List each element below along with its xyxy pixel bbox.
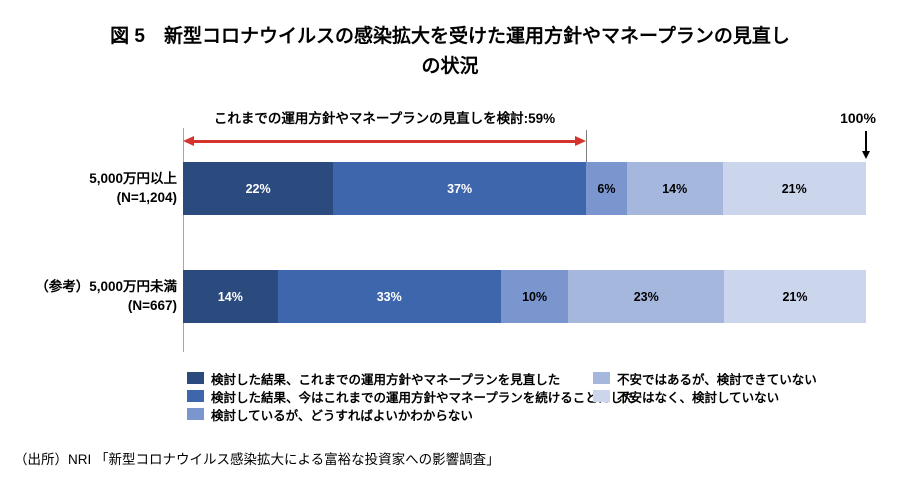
bar-segment: 21% (723, 270, 866, 323)
legend-swatch (593, 372, 610, 384)
arrow-shaft (191, 140, 578, 143)
annotation-label: これまでの運用方針やマネープランの見直しを検討:59% (213, 111, 556, 126)
bar-segment: 10% (500, 270, 569, 323)
legend-label: 不安ではあるが、検討できていない (617, 372, 817, 387)
y-axis-line (183, 128, 184, 352)
figure-title: 図 5 新型コロナウイルスの感染拡大を受けた運用方針やマネープランの見直し の状… (0, 22, 900, 82)
annotation-end-tick (585, 130, 587, 162)
annotation-span-arrow (183, 136, 586, 147)
legend-item: 検討しているが、どうすればよいかわからない (187, 405, 635, 423)
legend-label: 検討しているが、どうすればよいかわからない (211, 408, 473, 423)
bar-row-over-50m: 22% 37% 6% 14% 21% (183, 162, 866, 215)
legend-item: 検討した結果、これまでの運用方針やマネープランを見直した (187, 369, 635, 387)
figure-title-line2: の状況 (421, 56, 479, 77)
axis-100-arrow-icon (861, 131, 871, 160)
legend-label: 検討した結果、今はこれまでの運用方針やマネープランを続けることにした (211, 390, 636, 405)
bar-row-under-50m: 14% 33% 10% 23% 21% (183, 270, 866, 323)
bar-segment: 6% (585, 162, 627, 215)
legend-swatch (187, 372, 204, 384)
legend-item: 不安はなく、検討していない (593, 387, 817, 405)
source-note: （出所）NRI 「新型コロナウイルス感染拡大による富裕な投資家への影響調査」 (14, 452, 500, 467)
legend-label: 不安はなく、検討していない (617, 390, 780, 405)
bar-segment: 37% (333, 162, 586, 215)
legend-swatch (187, 390, 204, 402)
legend-swatch (187, 408, 204, 420)
legend-item: 検討した結果、今はこれまでの運用方針やマネープランを続けることにした (187, 387, 635, 405)
bar-segment: 14% (183, 270, 278, 323)
legend-label: 検討した結果、これまでの運用方針やマネープランを見直した (211, 372, 561, 387)
legend-swatch (593, 390, 610, 402)
axis-100-label: 100% (840, 110, 876, 126)
bar-segment: 33% (277, 270, 501, 323)
category-label-under-50m: （参考）5,000万円未満 (N=667) (35, 279, 177, 313)
category-label-over-50m: 5,000万円以上 (N=1,204) (89, 171, 177, 205)
arrow-head-right-icon (574, 136, 586, 146)
bar-segment: 23% (568, 270, 724, 323)
bar-segment: 21% (722, 162, 866, 215)
arrow-head-left-icon (183, 136, 194, 146)
figure-title-line1: 図 5 新型コロナウイルスの感染拡大を受けた運用方針やマネープランの見直し (110, 26, 790, 47)
legend-item: 不安ではあるが、検討できていない (593, 369, 817, 387)
bar-segment: 22% (183, 162, 334, 215)
legend-column-left: 検討した結果、これまでの運用方針やマネープランを見直した検討した結果、今はこれま… (187, 369, 635, 423)
legend-column-right: 不安ではあるが、検討できていない 不安はなく、検討していない (593, 369, 817, 405)
bar-segment: 14% (626, 162, 723, 215)
